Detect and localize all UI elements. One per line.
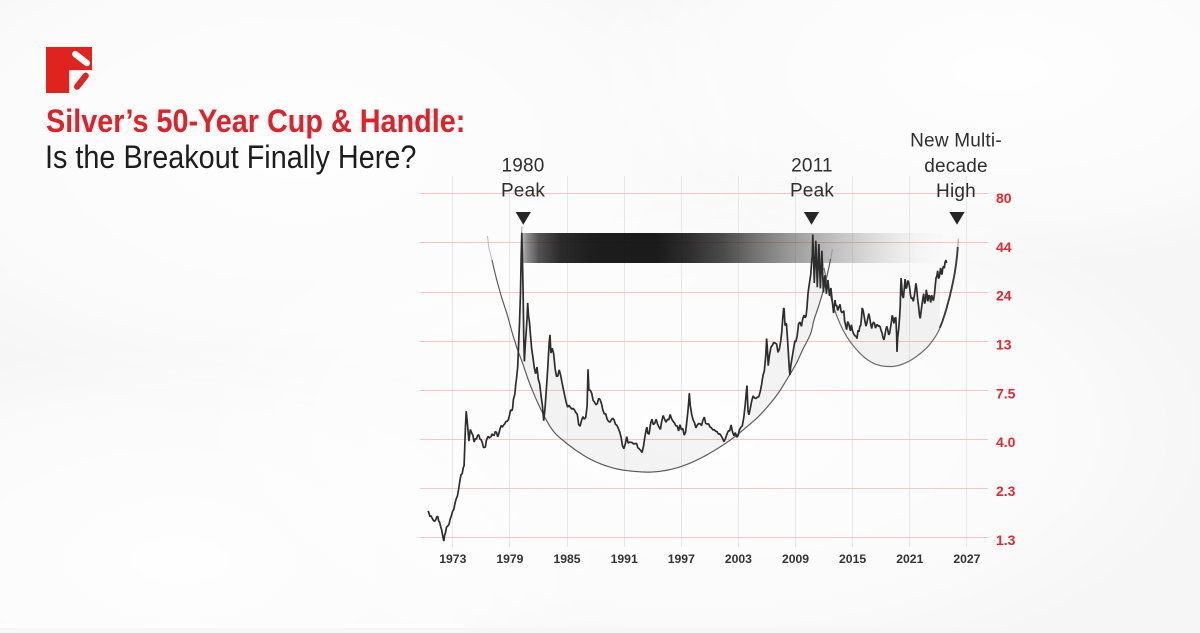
svg-text:2003: 2003 (725, 552, 752, 566)
svg-text:decade: decade (924, 156, 988, 177)
svg-text:Peak: Peak (790, 181, 834, 202)
svg-text:13: 13 (996, 337, 1012, 353)
svg-text:2009: 2009 (782, 552, 809, 566)
svg-text:1.3: 1.3 (996, 532, 1016, 548)
svg-text:1997: 1997 (668, 552, 695, 566)
svg-text:4.0: 4.0 (996, 434, 1016, 450)
svg-text:2021: 2021 (896, 552, 923, 566)
svg-text:1979: 1979 (496, 552, 523, 566)
svg-text:Peak: Peak (501, 181, 545, 202)
svg-text:7.5: 7.5 (996, 385, 1016, 401)
svg-text:1985: 1985 (553, 552, 580, 566)
svg-text:24: 24 (996, 288, 1012, 304)
svg-text:44: 44 (996, 239, 1012, 255)
svg-text:2.3: 2.3 (996, 483, 1016, 499)
svg-text:1991: 1991 (611, 552, 638, 566)
svg-text:2027: 2027 (953, 552, 980, 566)
svg-text:New Multi-: New Multi- (910, 131, 1002, 152)
svg-text:2011: 2011 (791, 156, 833, 177)
svg-text:1973: 1973 (439, 552, 466, 566)
svg-text:2015: 2015 (839, 552, 866, 566)
svg-text:80: 80 (996, 190, 1012, 206)
svg-text:1980: 1980 (501, 156, 544, 177)
svg-text:High: High (936, 181, 976, 202)
